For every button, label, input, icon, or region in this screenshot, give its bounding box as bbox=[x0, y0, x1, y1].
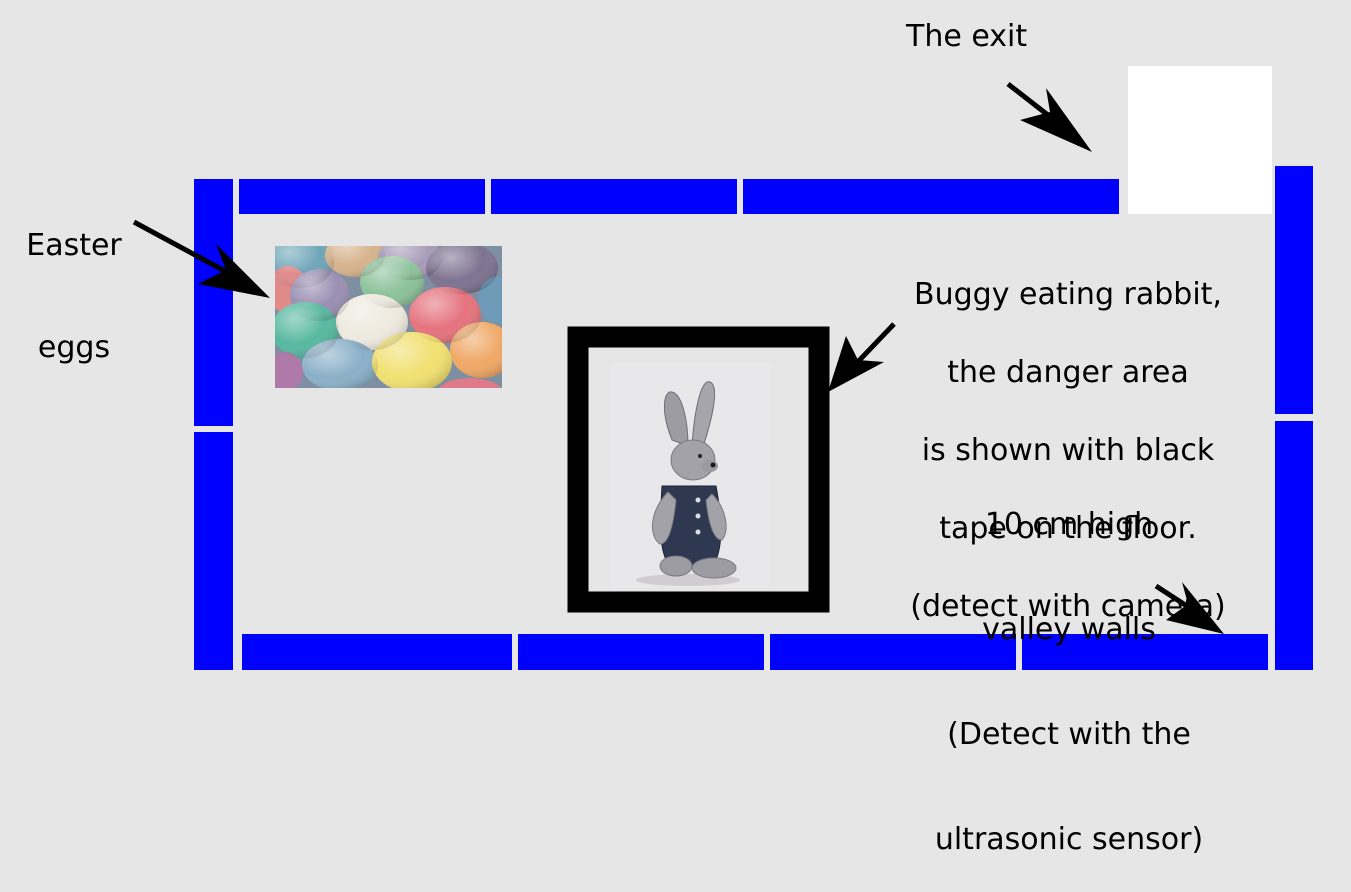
wall-segment bbox=[194, 432, 233, 670]
rabbit-label-line: (detect with camera) bbox=[910, 589, 1226, 624]
easter-eggs-label-line: eggs bbox=[37, 330, 111, 365]
walls-label-line: ultrasonic sensor) bbox=[934, 822, 1204, 857]
easter-eggs-label-line: Easter bbox=[26, 228, 122, 263]
plush-rabbit-photo bbox=[611, 363, 771, 587]
walls-label-line: 10 cm high bbox=[984, 507, 1154, 542]
wall-segment bbox=[491, 179, 737, 214]
easter-eggs-photo bbox=[275, 246, 502, 388]
arrow-to-exit-icon bbox=[1006, 82, 1092, 152]
wall-segment bbox=[770, 634, 1016, 670]
arrow-to-wall-icon bbox=[1154, 582, 1224, 634]
wall-segment bbox=[743, 179, 1119, 214]
exit-zone bbox=[1128, 66, 1272, 214]
danger-area-tape bbox=[567, 326, 830, 613]
rabbit-label-line: the danger area bbox=[947, 355, 1189, 390]
exit-label: The exit bbox=[906, 19, 1028, 54]
walls-label-line: valley walls bbox=[982, 612, 1156, 647]
arrow-to-danger-area-icon bbox=[828, 322, 896, 392]
easter-eggs-label: Easter eggs bbox=[14, 161, 134, 399]
rabbit-label-line: tape on the floor. bbox=[939, 511, 1197, 546]
arrow-to-eggs-icon bbox=[132, 219, 270, 298]
wall-segment bbox=[1022, 634, 1268, 670]
wall-segment bbox=[242, 634, 512, 670]
arena-svg bbox=[132, 66, 1313, 670]
wall-bottom bbox=[242, 634, 1268, 670]
rabbit-label: Buggy eating rabbit, the danger area is … bbox=[880, 230, 1256, 646]
wall-segment bbox=[239, 179, 485, 214]
walls-label-line: (Detect with the bbox=[947, 717, 1191, 752]
wall-segment bbox=[1275, 421, 1313, 670]
wall-segment bbox=[1275, 166, 1313, 414]
arena-diagram: The exit Easter eggs Buggy eating rabbit… bbox=[14, 19, 1313, 857]
wall-segment bbox=[518, 634, 764, 670]
wall-top bbox=[239, 179, 1119, 214]
wall-right bbox=[1275, 166, 1313, 670]
rabbit-label-line: is shown with black bbox=[921, 433, 1215, 468]
wall-left bbox=[194, 179, 233, 670]
wall-segment bbox=[194, 179, 233, 426]
walls-label: 10 cm high valley walls (Detect with the… bbox=[906, 437, 1232, 892]
rabbit-label-line: Buggy eating rabbit, bbox=[914, 277, 1222, 312]
